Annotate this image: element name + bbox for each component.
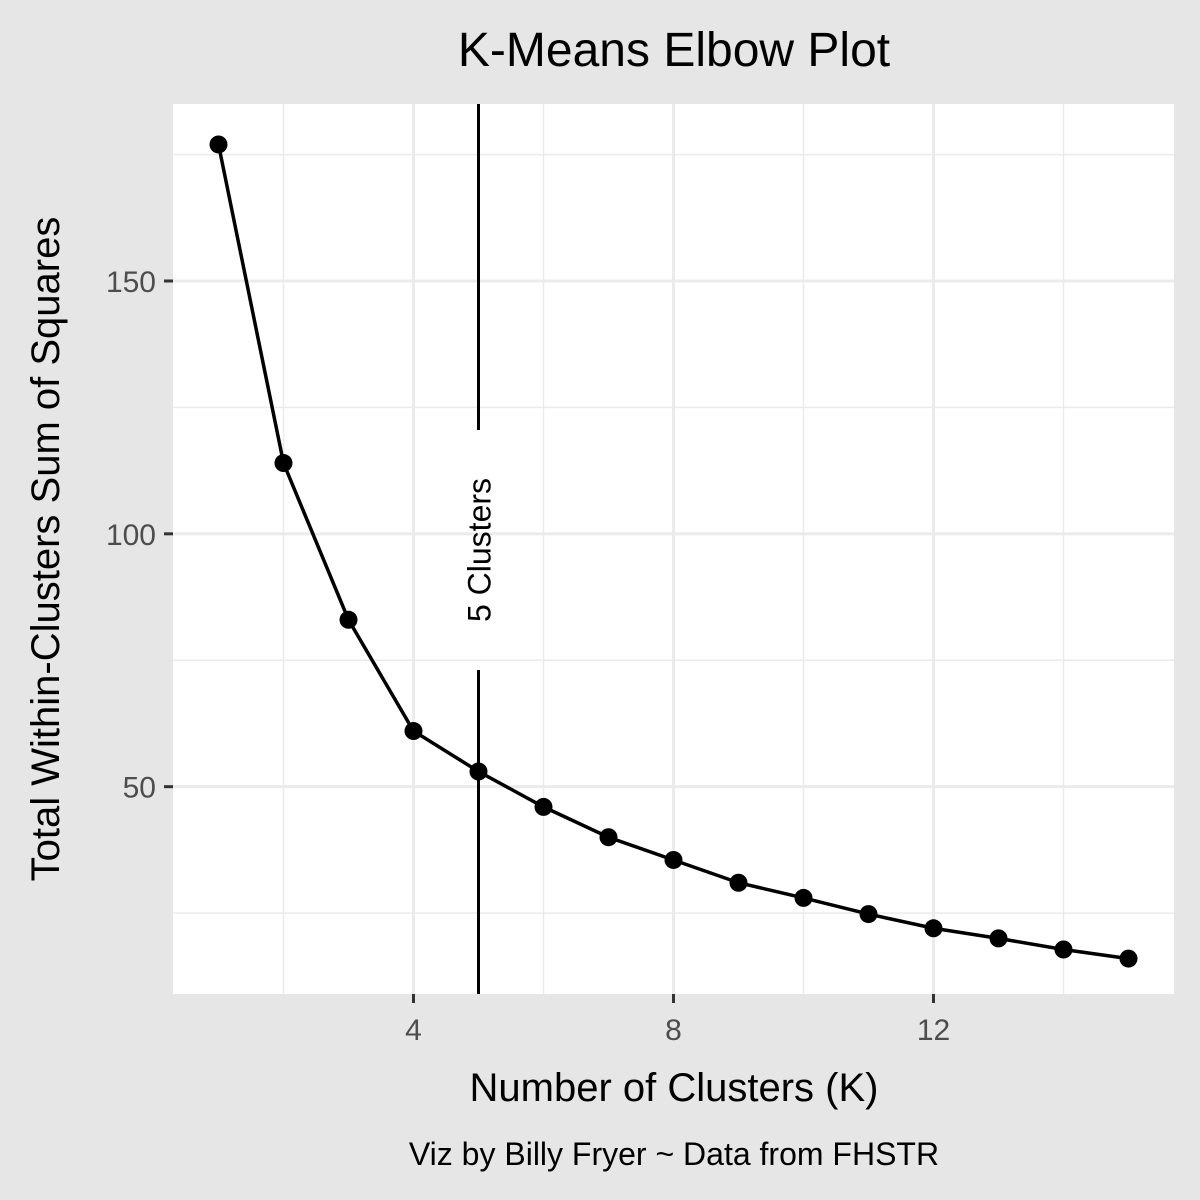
data-point	[404, 722, 423, 741]
x-tick-label: 4	[405, 1014, 422, 1047]
data-point	[664, 850, 683, 869]
y-tick-label: 150	[106, 266, 156, 299]
data-points	[209, 135, 1138, 968]
y-tick-label: 50	[123, 772, 156, 805]
chart-title: K-Means Elbow Plot	[458, 24, 890, 77]
grid-lines	[173, 104, 1174, 994]
data-point	[1054, 940, 1073, 959]
data-point	[859, 905, 878, 924]
data-point	[1119, 949, 1138, 968]
data-point	[469, 762, 488, 781]
data-point	[274, 454, 293, 473]
data-point	[729, 873, 748, 892]
x-tick-label: 12	[917, 1014, 950, 1047]
cluster-annotation-label: 5 Clusters	[462, 478, 498, 622]
data-point	[924, 919, 943, 938]
data-point	[339, 610, 358, 629]
data-point	[989, 929, 1008, 948]
y-axis-title: Total Within-Clusters Sum of Squares	[24, 217, 68, 882]
data-point	[794, 888, 813, 907]
cluster-annotation: 5 Clusters	[462, 104, 498, 994]
y-tick-label: 100	[106, 519, 156, 552]
data-point	[534, 797, 553, 816]
chart-caption: Viz by Billy Fryer ~ Data from FHSTR	[409, 1136, 939, 1172]
data-point	[599, 828, 618, 847]
x-axis-title: Number of Clusters (K)	[470, 1066, 879, 1110]
x-tick-label: 8	[665, 1014, 682, 1047]
data-point	[209, 135, 228, 154]
axes: 4 8 12 50 100 150	[106, 266, 950, 1047]
